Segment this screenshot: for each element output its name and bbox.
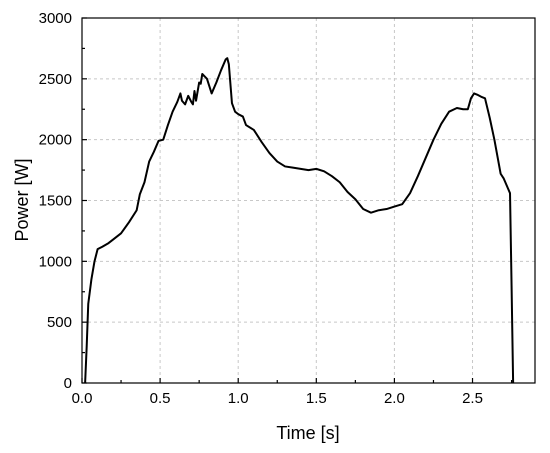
y-tick-label: 2500 <box>39 71 72 88</box>
x-tick-label: 0.5 <box>150 390 171 407</box>
axis-ticks <box>81 17 513 384</box>
series-line-0 <box>84 57 515 384</box>
y-tick-label: 1000 <box>39 253 72 270</box>
x-tick-label: 0.0 <box>72 390 93 407</box>
grid-lines <box>82 18 535 383</box>
y-tick-labels: 0 500 1000 1500 2000 2500 3000 <box>39 10 72 392</box>
y-axis-title: Power [W] <box>12 158 32 241</box>
y-tick-label: 3000 <box>39 10 72 27</box>
y-tick-label: 0 <box>64 375 72 392</box>
x-tick-labels: 0.0 0.5 1.0 1.5 2.0 2.5 <box>72 390 483 407</box>
x-axis-title: Time [s] <box>276 423 339 443</box>
y-tick-label: 2000 <box>39 132 72 149</box>
y-tick-label: 1500 <box>39 193 72 210</box>
x-tick-label: 1.0 <box>228 390 249 407</box>
y-tick-label: 500 <box>47 314 72 331</box>
x-tick-label: 2.0 <box>384 390 405 407</box>
series-layer <box>84 57 515 384</box>
x-tick-label: 2.5 <box>462 390 483 407</box>
x-tick-label: 1.5 <box>306 390 327 407</box>
